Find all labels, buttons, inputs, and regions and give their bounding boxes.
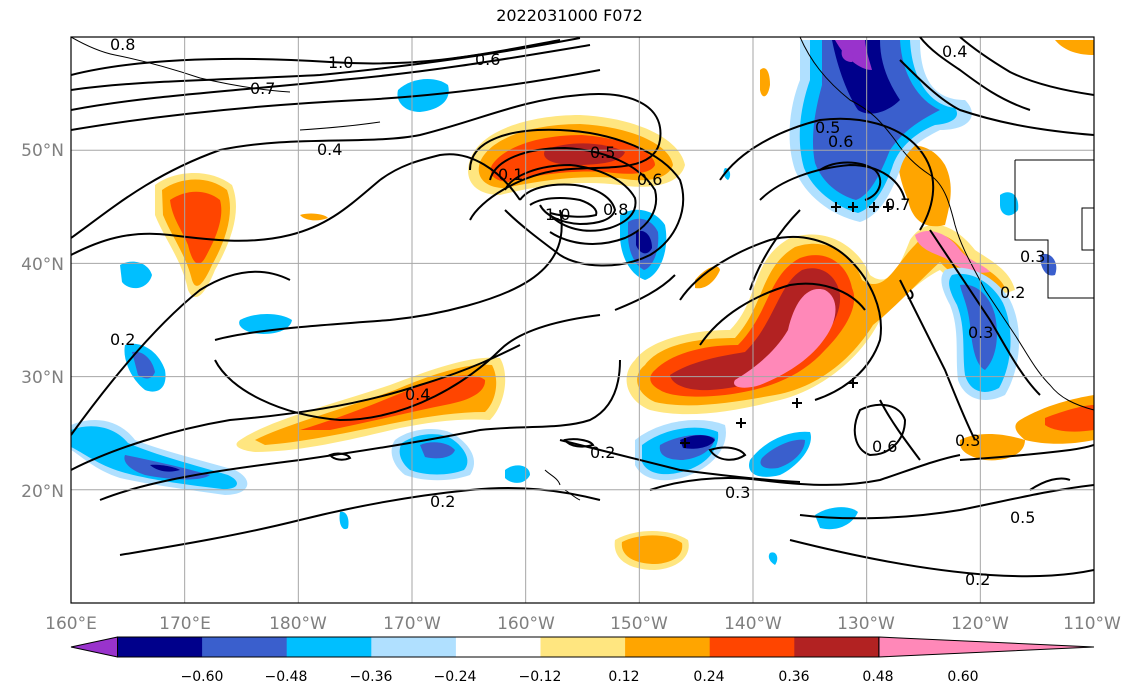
map-frame: [70, 36, 1095, 604]
contour-label: 0.1: [498, 165, 523, 184]
colorbar-extend-high: [878, 636, 1095, 658]
contour-label: 0.6: [475, 50, 500, 69]
contour-label: 0.6: [828, 132, 853, 151]
contour-label: 1.0: [328, 53, 353, 72]
cross-markers: [680, 202, 893, 448]
lat-tick-label: 20°N: [21, 482, 64, 502]
contour-label: 0.5: [815, 118, 840, 137]
contour-label: 0.3: [1020, 247, 1045, 266]
colorbar-tick-label: 0.36: [778, 669, 809, 685]
lat-tick-label: 40°N: [21, 255, 64, 275]
contour-label: 0.7: [250, 79, 275, 98]
colorbar-tick-label: −0.48: [265, 669, 308, 685]
colorbar-segment: [794, 637, 880, 657]
lon-tick-label: 110°W: [1063, 614, 1121, 634]
colorbar-segment: [709, 637, 795, 657]
lon-tick-label: 140°W: [724, 614, 782, 634]
lon-tick-label: 130°W: [837, 614, 895, 634]
map-title: 2022031000 F072: [496, 6, 643, 25]
contour-label: 0.4: [405, 385, 430, 404]
colorbar-extend-low: [70, 636, 118, 658]
colorbar-tick-label: −0.36: [350, 669, 393, 685]
contour-label: 0.6: [637, 170, 662, 189]
colorbar-tick-label: −0.60: [181, 669, 224, 685]
lon-tick-label: 120°W: [951, 614, 1009, 634]
lon-tick-label: 150°W: [610, 614, 668, 634]
longitude-labels: 160°E 170°E 180°W 170°W 160°W 150°W 140°…: [45, 614, 1121, 634]
colorbar-tick-label: 0.48: [862, 669, 893, 685]
colorbar-segment: [455, 637, 541, 657]
contour-label: 0.8: [110, 35, 135, 54]
colorbar-segment: [117, 637, 203, 657]
contour-label: 0.3: [968, 323, 993, 342]
colorbar-segment: [540, 637, 626, 657]
contour-label: 0.4: [942, 42, 967, 61]
colorbar-tick-label: −0.24: [434, 669, 477, 685]
lon-tick-label: 170°E: [159, 614, 211, 634]
lat-tick-label: 50°N: [21, 141, 64, 161]
colorbar-tick-label: 0.60: [947, 669, 978, 685]
colorbar-tick-label: −0.12: [519, 669, 562, 685]
contour-label: 0.3: [955, 431, 980, 450]
contour-label: 0.2: [1000, 283, 1025, 302]
contour-label: 0.8: [603, 200, 628, 219]
contour-label: 0.6: [872, 437, 897, 456]
colorbar: [70, 636, 1095, 658]
contour-label: 0.2: [430, 492, 455, 511]
contour-label: 1.0: [545, 205, 570, 224]
latitude-labels: 50°N 40°N 30°N 20°N: [21, 141, 64, 502]
colorbar-segment: [202, 637, 288, 657]
lon-tick-label: 160°W: [497, 614, 555, 634]
colorbar-tick-label: 0.24: [693, 669, 724, 685]
contour-label: 0.4: [317, 140, 342, 159]
contour-label: 0.5: [1010, 508, 1035, 527]
lon-tick-label: 170°W: [383, 614, 441, 634]
contour-lines: [71, 37, 1094, 578]
contour-label: 0.3: [725, 483, 750, 502]
colorbar-tick-labels: −0.60 −0.48 −0.36 −0.24 −0.12 0.12 0.24 …: [181, 669, 979, 685]
coastlines: [71, 37, 1094, 501]
colorbar-segment: [625, 637, 711, 657]
contour-label: 0.2: [965, 570, 990, 589]
colorbar-tick-label: 0.12: [608, 669, 639, 685]
shaded-anomaly-fields: [71, 40, 1094, 570]
lat-tick-label: 30°N: [21, 368, 64, 388]
contour-label: 0.2: [110, 330, 135, 349]
contour-label: 0.7: [885, 195, 910, 214]
contour-label-group: 0.8 1.0 0.6 0.7 0.4 0.1 0.5 0.6 1.0 0.8 …: [110, 35, 1045, 589]
lon-tick-label: 160°E: [45, 614, 97, 634]
colorbar-segment: [286, 637, 372, 657]
colorbar-segment: [371, 637, 457, 657]
contour-label: 0.5: [590, 143, 615, 162]
colorbar-frame: [117, 636, 880, 658]
contour-label: 0.2: [590, 443, 615, 462]
lon-tick-label: 180°W: [269, 614, 327, 634]
